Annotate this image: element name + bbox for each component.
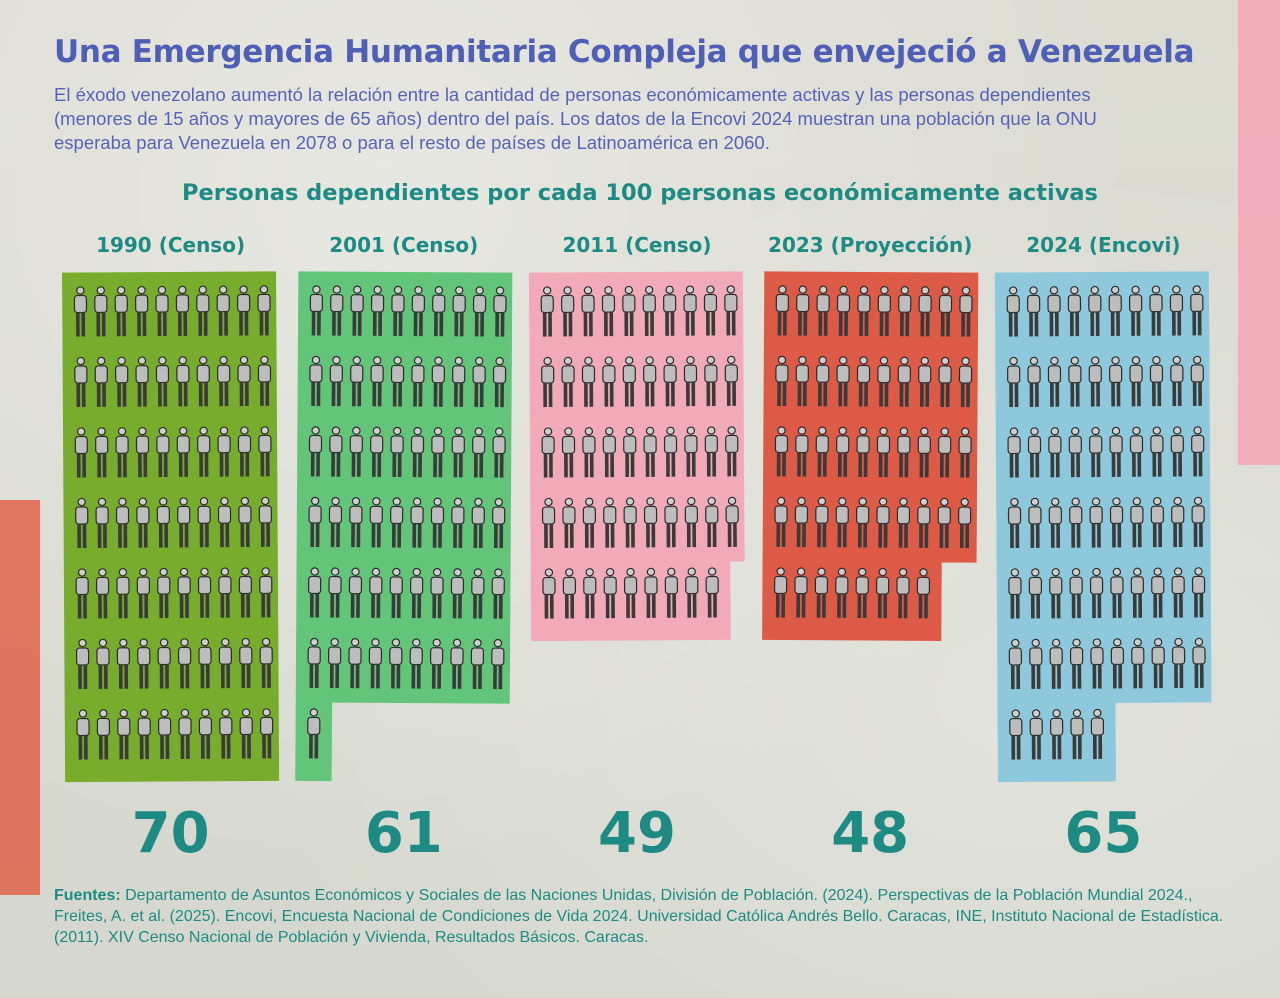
chart-title: Personas dependientes por cada 100 perso… — [182, 180, 1098, 206]
value-label: 49 — [598, 801, 676, 866]
page-subtitle: El éxodo venezolano aumentó la relación … — [54, 84, 1097, 153]
category-label: 2001 (Censo) — [329, 233, 478, 257]
column-2001-censo — [295, 271, 513, 782]
value-label: 65 — [1064, 801, 1142, 866]
category-label: 2011 (Censo) — [562, 233, 711, 257]
value-label: 48 — [831, 801, 909, 866]
decorative-strip-left — [0, 500, 40, 895]
category-label: 1990 (Censo) — [96, 233, 245, 257]
category-label: 2024 (Encovi) — [1026, 233, 1180, 257]
value-label: 61 — [365, 801, 443, 866]
sources-text: Departamento de Asuntos Económicos y Soc… — [54, 887, 1224, 946]
sources-note: Fuentes: Departamento de Asuntos Económi… — [54, 885, 1224, 948]
value-label: 70 — [132, 801, 210, 866]
page-title: Una Emergencia Humanitaria Compleja que … — [54, 34, 1195, 70]
column-2024-encovi — [994, 271, 1212, 783]
decorative-strip-right — [1238, 0, 1280, 465]
sources-label: Fuentes: — [54, 887, 121, 904]
column-2011-censo — [528, 271, 745, 642]
column-1990-censo — [62, 271, 280, 783]
category-label: 2023 (Proyección) — [768, 233, 972, 257]
pictogram-chart: 1990 (Censo) 70 2001 (Censo) 61 2011 (Censo)… — [62, 233, 1212, 866]
column-2023-proyeccion — [762, 271, 979, 641]
